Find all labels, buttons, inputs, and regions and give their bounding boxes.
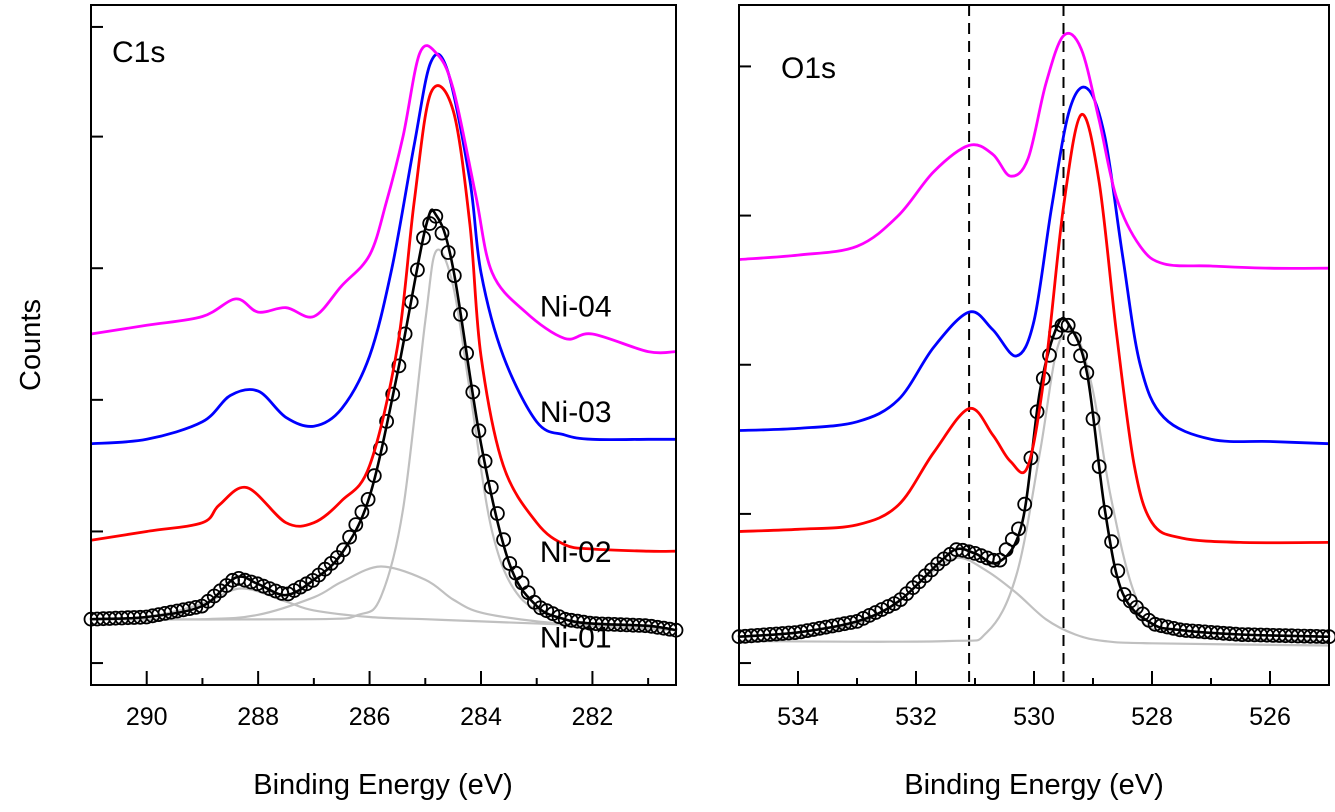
o1s-plot-content — [731, 5, 1335, 685]
c1s-x-tick-label: 286 — [349, 703, 391, 731]
o1s-marker — [986, 552, 1001, 568]
o1s-marker — [1017, 496, 1033, 512]
o1s-markers-ni-01 — [731, 317, 1335, 645]
o1s-panel-label: O1s — [781, 52, 836, 85]
o1s-marker — [1085, 411, 1101, 427]
c1s-marker — [477, 453, 493, 469]
panel-c1s: 290 288 286 284 282 C1s Ni-04 Ni-03 Ni-02 Ni… — [83, 4, 684, 801]
o1s-series-ni-01 — [738, 316, 1330, 638]
o1s-marker — [1011, 521, 1026, 537]
o1s-marker — [1104, 534, 1119, 550]
panel-o1s: 534 532 530 528 526 O1s Binding Energy (eV) — [731, 4, 1335, 801]
c1s-marker — [255, 578, 271, 594]
c1s-x-tick-label: 284 — [460, 703, 502, 731]
c1s-label-ni-01: Ni-01 — [540, 622, 612, 655]
c1s-marker — [465, 384, 481, 400]
o1s-marker — [1042, 347, 1057, 363]
o1s-marker — [967, 546, 983, 561]
o1s-x-axis-title: Binding Energy (eV) — [904, 769, 1164, 801]
c1s-label-ni-02: Ni-02 — [540, 536, 612, 569]
c1s-marker — [416, 230, 431, 246]
y-axis-title: Counts — [15, 299, 47, 391]
c1s-marker — [453, 306, 468, 322]
o1s-marker — [1073, 348, 1088, 364]
c1s-marker — [348, 517, 364, 532]
c1s-marker — [483, 479, 499, 495]
c1s-marker — [489, 506, 505, 521]
o1s-marker — [1060, 317, 1076, 333]
c1s-marker — [188, 600, 204, 615]
c1s-markers-ni-01 — [83, 208, 684, 638]
c1s-x-axis-title: Binding Energy (eV) — [253, 769, 513, 801]
c1s-series-ni-01-component-288-3-ev — [90, 587, 677, 632]
o1s-series-ni-01-component-531-3-ev — [738, 556, 1330, 647]
c1s-x-tick-label: 282 — [572, 703, 614, 731]
o1s-marker — [1091, 459, 1107, 475]
c1s-marker — [385, 386, 401, 402]
c1s-series-ni-01-component-285-8-ev — [90, 565, 677, 632]
o1s-x-tick-label: 526 — [1249, 703, 1291, 731]
o1s-plot-frame — [738, 4, 1330, 686]
c1s-x-tick-label: 290 — [126, 703, 168, 731]
o1s-marker — [1054, 317, 1070, 333]
o1s-marker — [1067, 331, 1082, 347]
o1s-series-ni-02 — [738, 113, 1330, 545]
c1s-panel-label: C1s — [112, 36, 165, 69]
c1s-label-ni-03: Ni-03 — [540, 396, 612, 429]
o1s-marker — [1098, 505, 1113, 520]
o1s-x-tick-label: 528 — [1131, 703, 1173, 731]
o1s-x-tick-label: 534 — [777, 703, 819, 731]
c1s-marker — [366, 468, 382, 484]
c1s-marker — [391, 358, 407, 374]
o1s-marker — [1079, 365, 1095, 381]
c1s-series-ni-03 — [90, 52, 676, 446]
c1s-marker — [379, 413, 395, 429]
c1s-label-ni-04: Ni-04 — [540, 290, 612, 323]
c1s-marker — [354, 504, 370, 520]
c1s-marker — [459, 345, 475, 361]
o1s-x-tick-label: 530 — [1013, 703, 1055, 731]
c1s-plot-content — [83, 44, 684, 638]
o1s-marker — [1110, 563, 1126, 579]
c1s-marker — [440, 245, 456, 260]
c1s-marker — [471, 423, 487, 439]
c1s-marker — [336, 542, 351, 558]
o1s-marker — [973, 548, 989, 564]
o1s-series-ni-03 — [738, 85, 1330, 446]
o1s-x-tick-label: 532 — [895, 703, 937, 731]
c1s-marker — [342, 529, 358, 545]
c1s-series-ni-04 — [90, 44, 677, 355]
o1s-series-ni-04 — [738, 31, 1330, 270]
c1s-x-tick-label: 288 — [237, 703, 279, 731]
c1s-axes: 290 288 286 284 282 — [90, 25, 650, 731]
c1s-marker — [446, 268, 462, 284]
c1s-marker — [434, 225, 450, 241]
c1s-marker — [496, 532, 512, 548]
c1s-marker — [360, 491, 376, 507]
c1s-plot-frame — [90, 4, 677, 686]
c1s-series-labels: Ni-04 Ni-03 Ni-02 Ni-01 — [540, 290, 612, 654]
c1s-series-ni-02 — [90, 84, 677, 553]
c1s-marker — [409, 262, 425, 278]
c1s-marker — [428, 208, 444, 224]
o1s-series-ni-01-component-529-5-ev — [738, 328, 1330, 643]
o1s-marker — [992, 552, 1008, 568]
o1s-axes: 534 532 530 528 526 — [738, 65, 1330, 731]
